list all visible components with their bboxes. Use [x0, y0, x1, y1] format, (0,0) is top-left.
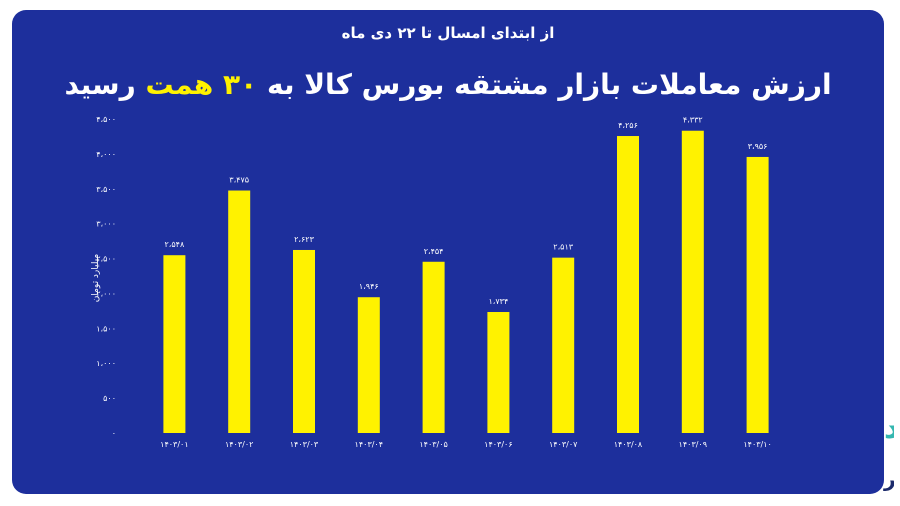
data-label: ۱،۹۴۶ [359, 282, 379, 291]
bar [357, 297, 380, 433]
bar [487, 312, 510, 433]
x-tick-label: ۱۴۰۳/۰۶ [484, 440, 512, 449]
y-tick-label: ۱،۵۰۰ [96, 324, 116, 333]
watermark-sub-text: کالا خبر [883, 467, 894, 491]
watermark-text: صفحه اقتصاد [884, 411, 894, 446]
y-tick-label: ۰ [112, 429, 116, 438]
bar [681, 130, 704, 434]
data-label: ۴،۳۳۲ [683, 116, 703, 125]
watermark-logo: صفحه اقتصاد کالا خبر [883, 411, 894, 491]
bar [617, 136, 639, 434]
x-tick-label: ۱۴۰۳/۰۸ [614, 440, 643, 449]
title-highlight: ۳۰ همت [145, 68, 258, 101]
x-tick-label: ۱۴۰۳/۰۳ [290, 440, 319, 449]
y-axis-label: میلیارد تومان [91, 253, 101, 303]
x-tick-label: ۱۴۰۳/۰۴ [355, 440, 383, 449]
bar [552, 257, 575, 433]
x-tick-label: ۱۴۰۳/۰۵ [419, 440, 447, 449]
y-tick-label: ۳،۵۰۰ [96, 185, 116, 194]
title-part1: ارزش معاملات بازار مشتقه بورس کالا به [266, 68, 832, 101]
data-label: ۲،۴۵۴ [424, 247, 444, 256]
x-tick-label: ۱۴۰۳/۰۲ [225, 440, 253, 449]
bar [746, 156, 769, 433]
bar [163, 255, 186, 433]
x-tick-label: ۱۴۰۳/۰۹ [679, 440, 707, 449]
y-tick-label: ۲،۰۰۰ [96, 289, 116, 298]
data-label: ۱،۷۳۴ [489, 297, 509, 306]
chart-panel: از ابتدای امسال تا ۲۲ دی ماه ارزش معاملا… [12, 10, 884, 494]
x-tick-label: ۱۴۰۳/۰۷ [549, 440, 578, 449]
data-label: ۲،۶۲۳ [294, 235, 314, 244]
y-tick-label: ۴،۰۰۰ [96, 150, 116, 159]
data-label: ۲،۵۱۳ [553, 243, 573, 252]
y-tick-label: ۱،۰۰۰ [96, 359, 116, 368]
y-tick-label: ۵۰۰ [103, 394, 116, 403]
data-label: ۳،۹۵۶ [748, 142, 768, 151]
bar [422, 261, 445, 433]
data-label: ۳،۴۷۵ [229, 176, 249, 185]
data-label: ۲،۵۴۸ [165, 240, 185, 249]
chart-subtitle: از ابتدای امسال تا ۲۲ دی ماه [341, 24, 555, 42]
x-tick-label: ۱۴۰۳/۱۰ [743, 440, 771, 449]
y-tick-label: ۳،۰۰۰ [96, 220, 116, 229]
title-part2: رسید [64, 68, 136, 101]
data-label: ۴،۲۵۶ [618, 121, 638, 130]
x-tick-label: ۱۴۰۳/۰۱ [160, 440, 188, 449]
chart-title: ارزش معاملات بازار مشتقه بورس کالا به ۳۰… [12, 68, 884, 101]
y-tick-label: ۲،۵۰۰ [96, 255, 116, 264]
y-tick-label: ۴،۵۰۰ [96, 115, 116, 124]
bar [228, 190, 251, 433]
bar [293, 249, 315, 433]
